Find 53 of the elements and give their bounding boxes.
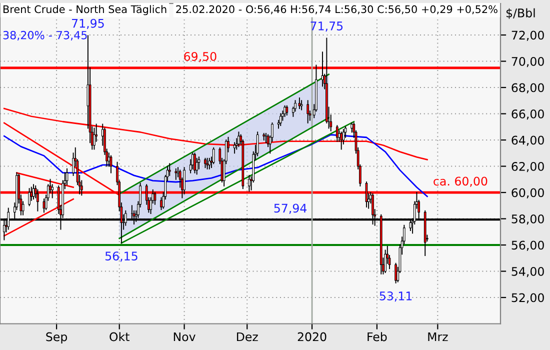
candlestick — [183, 167, 186, 194]
y-tick-label: 56,00 — [512, 240, 544, 251]
x-tick-label: Dez — [236, 332, 258, 342]
annotation: 71,75 — [310, 22, 343, 32]
candlestick — [206, 158, 208, 170]
candlestick — [300, 100, 303, 110]
candlestick — [212, 147, 215, 164]
candlestick — [208, 158, 211, 170]
y-tick-label: 58,00 — [512, 214, 544, 225]
x-tick-label: 2020 — [298, 332, 326, 342]
y-tick-label: 72,00 — [512, 30, 544, 41]
candlestick — [233, 142, 236, 154]
annotation: 38,20% - 73,45 — [3, 30, 87, 40]
candlestick — [394, 262, 397, 284]
x-tick-label: Mrz — [428, 332, 448, 342]
line-series — [3, 134, 428, 198]
chart-title: Brent Crude - North Sea Täglich — [4, 5, 166, 16]
annotation: 53,11 — [380, 291, 412, 302]
candlestick — [264, 132, 268, 144]
candlestick — [204, 158, 206, 168]
candlestick — [174, 168, 178, 180]
annotation: 56,15 — [105, 252, 138, 262]
y-tick-label: 54,00 — [512, 266, 544, 278]
candlestick — [306, 100, 310, 124]
y-tick-label: 68,00 — [512, 83, 544, 94]
y-tick-label: 64,00 — [512, 136, 544, 146]
y-tick-label: 62,00 — [512, 162, 544, 172]
ref-line-label: ca. 60,00 — [434, 176, 488, 187]
x-tick-label: Okt — [110, 332, 130, 342]
chart-subtitle: 25.02.2020 - O:56,46 H:56,74 L:56,30 C:56,50 +0,29 +0,52% — [176, 5, 498, 14]
candlestick — [194, 152, 196, 174]
y-tick-label: 52,00 — [512, 293, 544, 304]
candlestick — [256, 132, 259, 156]
y-tick-label: 60,00 — [512, 188, 544, 198]
candlestick — [191, 152, 194, 170]
y-tick-label: 66,00 — [512, 109, 544, 120]
candlestick — [93, 128, 96, 150]
y-tick-label: 70,00 — [512, 56, 544, 68]
ref-line-label: 69,50 — [184, 52, 216, 62]
candlestick — [336, 125, 338, 142]
x-tick-label: Feb — [368, 332, 387, 342]
candlestick — [248, 174, 250, 192]
candlestick — [340, 132, 343, 150]
candlestick — [298, 98, 301, 109]
annotation: 71,95 — [72, 18, 104, 30]
ref-line-label: 57,94 — [274, 204, 307, 214]
x-tick-label: Sep — [46, 332, 68, 344]
candlestick — [32, 184, 35, 200]
y-axis-title: $/Bbl — [506, 8, 535, 20]
candlestick — [28, 188, 30, 206]
x-tick-label: Nov — [174, 332, 196, 342]
candlestick — [279, 113, 282, 126]
candlestick — [286, 105, 288, 116]
